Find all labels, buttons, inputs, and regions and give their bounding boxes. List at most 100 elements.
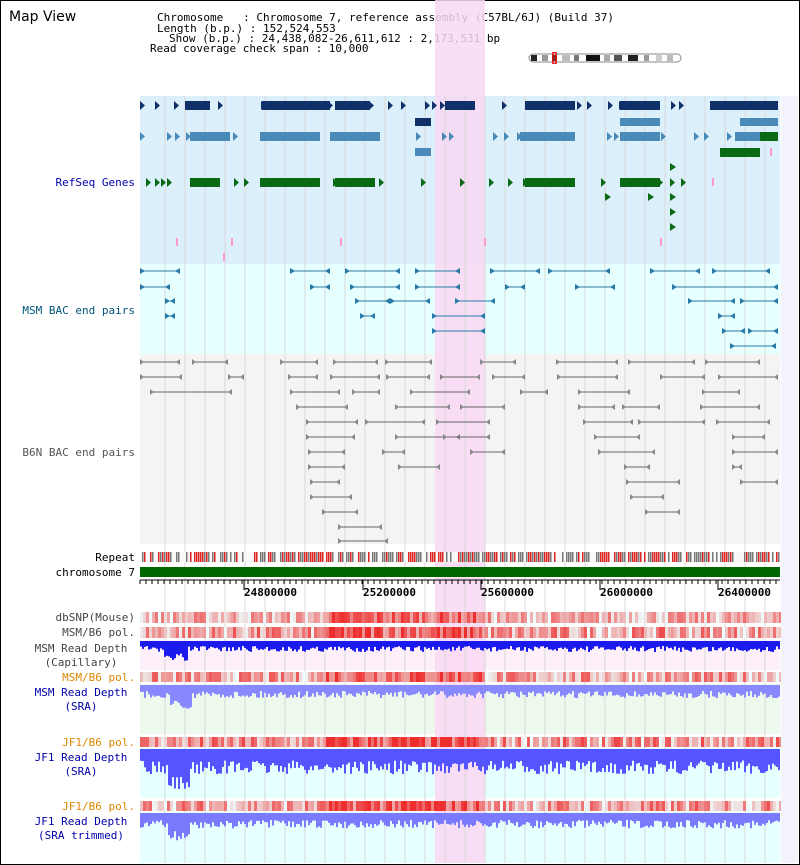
heat-cell: [470, 672, 473, 682]
depth-bar: [330, 749, 332, 768]
heat-cell: [497, 737, 500, 747]
depth-bar: [440, 641, 442, 650]
depth-bar: [490, 749, 492, 762]
chromosome-ideogram[interactable]: [528, 52, 684, 64]
depth-bar: [220, 749, 222, 774]
depth-bar: [556, 685, 558, 694]
heat-cell: [488, 627, 491, 638]
heat-cell: [179, 801, 182, 811]
heat-cell: [263, 801, 266, 811]
repeat-element: [536, 552, 538, 562]
depth-bar: [342, 749, 344, 765]
heat-cell: [674, 672, 677, 682]
depth-bar: [402, 685, 404, 698]
depth-bar: [616, 749, 618, 774]
depth-bar: [580, 641, 582, 648]
bac-end: [385, 298, 390, 304]
repeat-element: [372, 552, 374, 562]
depth-bar: [308, 685, 310, 698]
depth-bar: [572, 641, 574, 649]
heat-cell: [260, 627, 263, 638]
heat-cell: [569, 627, 572, 638]
heat-cell: [248, 737, 251, 747]
heat-cell: [611, 672, 614, 682]
heat-cell: [338, 627, 341, 638]
heat-cell: [752, 801, 755, 811]
depth-bar: [310, 813, 312, 823]
heat-cell: [347, 737, 350, 747]
heat-cell: [602, 612, 605, 623]
bac-end: [432, 313, 437, 319]
depth-bar: [428, 685, 430, 696]
heat-cell: [683, 801, 686, 811]
depth-bar: [218, 749, 220, 774]
repeat-element: [544, 552, 546, 562]
depth-bar: [160, 813, 162, 821]
depth-bar: [182, 813, 184, 833]
depth-bar: [598, 641, 600, 649]
repeat-element: [388, 552, 390, 562]
depth-bar: [248, 685, 250, 698]
heat-cell: [749, 672, 752, 682]
repeat-element: [648, 552, 650, 562]
heat-cell: [611, 627, 614, 638]
repeat-element: [764, 552, 766, 562]
depth-bar: [596, 685, 598, 692]
bac-end: [732, 464, 736, 470]
b6n-bac-label[interactable]: B6N BAC end pairs: [22, 446, 135, 459]
depth-bar: [162, 813, 164, 825]
heat-cell: [704, 672, 707, 682]
depth-bar: [658, 749, 660, 765]
heat-cell: [671, 627, 674, 638]
repeat-element: [630, 552, 632, 562]
heat-cell: [767, 672, 770, 682]
bac-end: [636, 434, 640, 440]
depth-bar: [160, 641, 162, 649]
depth-bar: [170, 685, 172, 706]
depth-bar: [380, 685, 382, 699]
heat-cell: [536, 737, 539, 747]
bac-end: [512, 359, 516, 365]
depth-bar: [514, 685, 516, 693]
heat-cell: [302, 737, 305, 747]
depth-bar: [486, 813, 488, 826]
heat-cell: [479, 627, 482, 638]
refseq-genes-label[interactable]: RefSeq Genes: [55, 176, 135, 189]
bac-end: [426, 374, 430, 380]
heat-cell: [203, 627, 206, 638]
depth-bar: [664, 749, 666, 766]
heat-cell: [350, 737, 353, 747]
depth-bar: [396, 749, 398, 772]
bac-end: [385, 359, 389, 365]
depth-bar: [522, 813, 524, 825]
msm-bac-label[interactable]: MSM BAC end pairs: [22, 304, 135, 317]
heat-cell: [575, 627, 578, 638]
track-scroll-strip[interactable]: [781, 96, 798, 863]
heat-cell: [332, 672, 335, 682]
heat-cell: [254, 801, 257, 811]
heat-cell: [410, 672, 413, 682]
depth-bar: [664, 685, 666, 693]
depth-bar: [678, 813, 680, 827]
heat-cell: [557, 737, 560, 747]
heat-cell: [614, 612, 617, 623]
heat-cell: [653, 627, 656, 638]
heat-cell: [629, 672, 632, 682]
depth-bar: [670, 813, 672, 829]
depth-bar: [238, 685, 240, 696]
heat-cell: [626, 672, 629, 682]
heat-cell: [746, 672, 749, 682]
gene-arrow: [155, 178, 160, 187]
depth-bar: [766, 685, 768, 698]
repeat-element: [290, 552, 292, 562]
heat-cell: [170, 737, 173, 747]
depth-bar: [386, 685, 388, 693]
depth-bar: [430, 749, 432, 763]
depth-bar: [654, 749, 656, 768]
gene-marker: [484, 238, 486, 246]
heat-cell: [386, 627, 389, 638]
gene-arrow: [440, 101, 445, 110]
heat-cell: [407, 672, 410, 682]
depth-bar: [650, 641, 652, 649]
